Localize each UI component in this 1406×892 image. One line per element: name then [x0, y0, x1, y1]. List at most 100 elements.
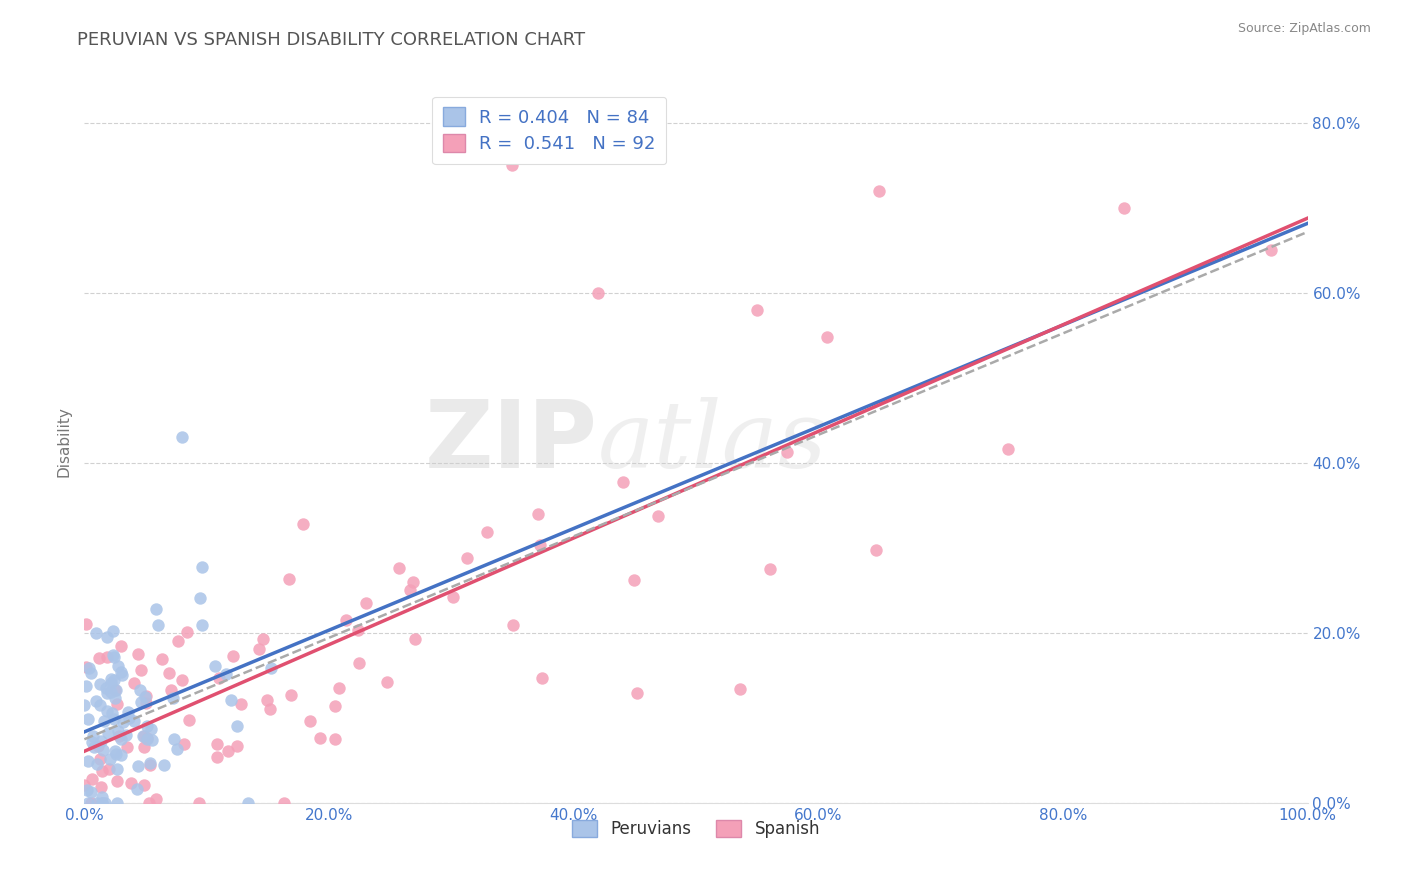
Point — [347, 623, 370, 637]
Point — [97, 726, 120, 740]
Point — [260, 660, 283, 674]
Point — [402, 574, 425, 589]
Point — [80, 796, 103, 810]
Point — [96, 685, 118, 699]
Point — [105, 796, 128, 810]
Point — [129, 683, 152, 698]
Text: Source: ZipAtlas.com: Source: ZipAtlas.com — [1237, 22, 1371, 36]
Point — [208, 671, 231, 685]
Point — [86, 796, 108, 810]
Point — [188, 591, 211, 606]
Point — [108, 729, 131, 743]
Point — [204, 659, 226, 673]
Point — [122, 714, 145, 728]
Point — [136, 719, 159, 733]
Point — [91, 789, 114, 804]
Point — [101, 624, 124, 638]
Point — [170, 673, 193, 687]
Point — [110, 732, 132, 747]
Point — [132, 730, 155, 744]
Point — [98, 762, 121, 776]
Point — [138, 757, 160, 772]
Point — [89, 752, 111, 766]
Point — [229, 697, 252, 711]
Point — [215, 667, 238, 681]
Point — [104, 682, 127, 697]
Point — [96, 630, 118, 644]
Point — [252, 632, 274, 646]
Point — [166, 742, 188, 756]
Point — [138, 796, 160, 810]
Point — [94, 796, 117, 810]
Point — [399, 582, 422, 597]
Point — [173, 737, 195, 751]
Point — [529, 538, 551, 552]
Point — [80, 734, 103, 748]
Point — [162, 691, 184, 706]
Point — [273, 796, 295, 810]
Point — [172, 430, 194, 444]
Point — [91, 796, 114, 810]
Point — [323, 699, 346, 714]
Point — [815, 330, 838, 344]
Point — [187, 796, 209, 810]
Point — [145, 602, 167, 616]
Point — [1260, 244, 1282, 258]
Point — [865, 542, 887, 557]
Point — [477, 524, 499, 539]
Point — [90, 780, 112, 795]
Point — [759, 562, 782, 576]
Point — [441, 590, 464, 604]
Point — [238, 796, 260, 810]
Point — [75, 660, 97, 674]
Point — [328, 681, 350, 696]
Point — [96, 704, 118, 718]
Point — [100, 685, 122, 699]
Point — [256, 693, 278, 707]
Point — [132, 740, 155, 755]
Point — [77, 796, 100, 810]
Point — [869, 184, 891, 198]
Point — [131, 729, 153, 743]
Point — [1114, 201, 1136, 215]
Point — [117, 705, 139, 719]
Point — [110, 665, 132, 680]
Point — [217, 744, 239, 758]
Point — [118, 711, 141, 725]
Point — [107, 659, 129, 673]
Point — [747, 302, 769, 317]
Point — [191, 617, 214, 632]
Point — [526, 507, 548, 521]
Point — [647, 509, 669, 524]
Point — [103, 712, 125, 726]
Point — [73, 778, 96, 792]
Point — [502, 158, 524, 172]
Point — [90, 733, 112, 747]
Point — [94, 681, 117, 696]
Point — [347, 656, 370, 670]
Point — [135, 731, 157, 746]
Point — [222, 648, 245, 663]
Point — [84, 625, 107, 640]
Point — [84, 693, 107, 707]
Point — [207, 737, 229, 751]
Point — [100, 706, 122, 720]
Point — [148, 618, 170, 632]
Point — [86, 739, 108, 754]
Point — [134, 690, 156, 704]
Point — [107, 723, 129, 738]
Point — [100, 673, 122, 687]
Point — [115, 739, 138, 754]
Legend: Peruvians, Spanish: Peruvians, Spanish — [565, 814, 827, 845]
Point — [127, 647, 149, 661]
Point — [145, 792, 167, 806]
Text: atlas: atlas — [598, 397, 828, 486]
Point — [89, 698, 111, 713]
Point — [86, 756, 108, 771]
Point — [152, 652, 174, 666]
Text: PERUVIAN VS SPANISH DISABILITY CORRELATION CHART: PERUVIAN VS SPANISH DISABILITY CORRELATI… — [77, 31, 585, 49]
Point — [776, 445, 799, 459]
Point — [89, 677, 111, 691]
Point — [225, 739, 247, 754]
Point — [90, 796, 112, 810]
